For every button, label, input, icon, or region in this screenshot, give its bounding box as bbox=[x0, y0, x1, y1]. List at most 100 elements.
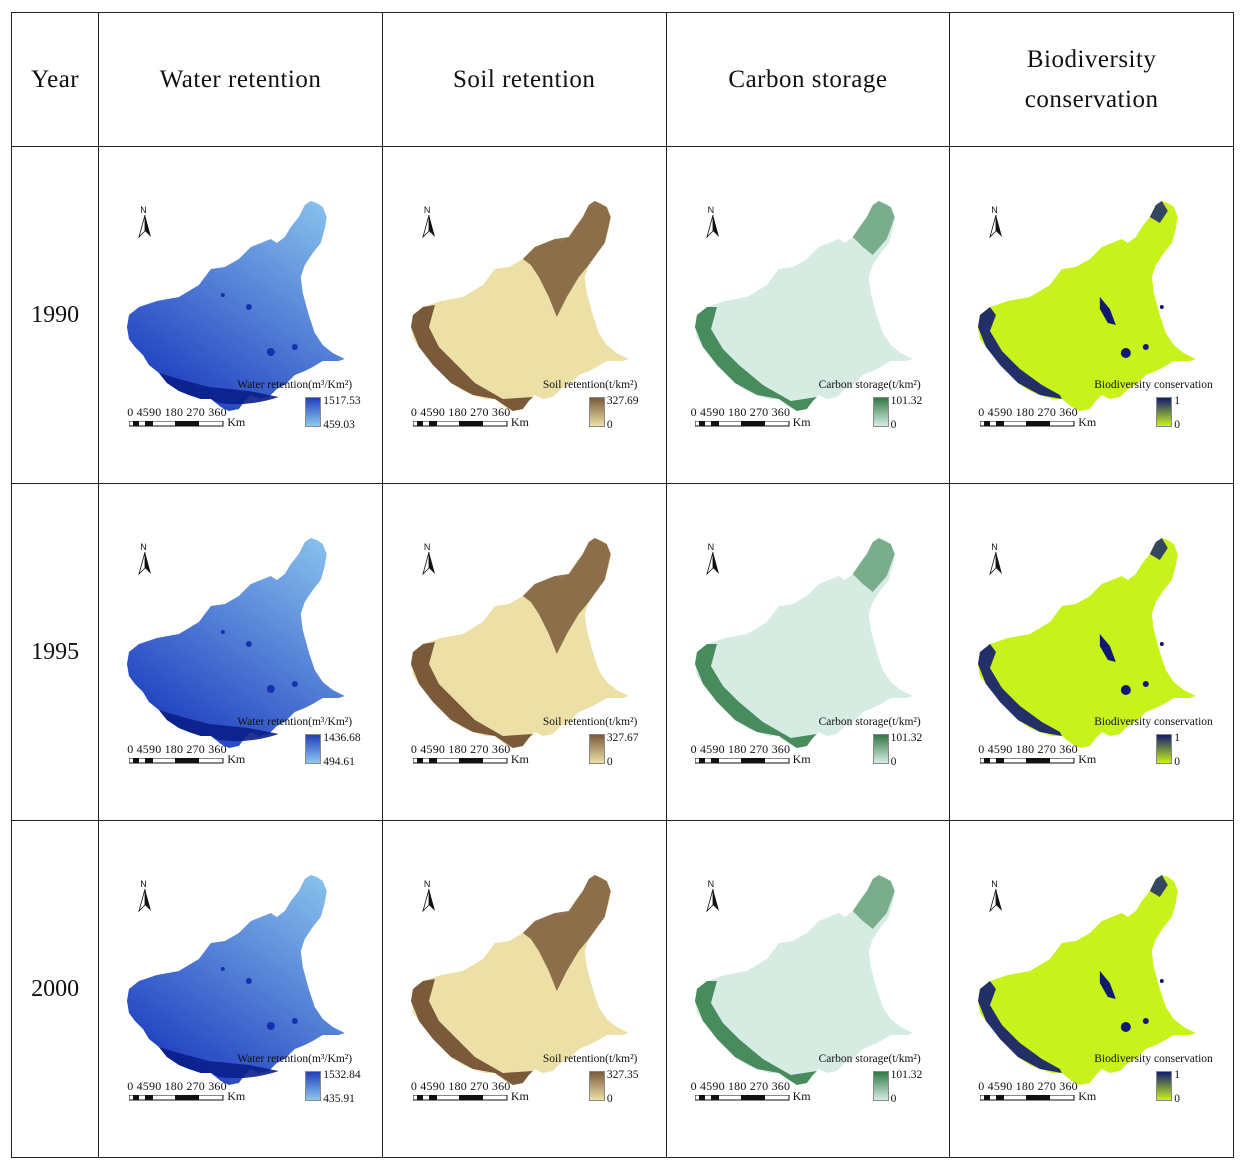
scale-numbers: 0 4590 180 270 360 bbox=[127, 405, 227, 419]
carbon-map-cell: N Carbon storage(t/km²) 101.32 0 0 4590 180 … bbox=[665, 146, 951, 484]
legend-colorbar bbox=[872, 397, 889, 427]
legend-max: 101.32 bbox=[890, 395, 923, 407]
north-arrow-icon: N bbox=[421, 542, 437, 578]
legend-colorbar bbox=[588, 1071, 605, 1101]
legend-colorbar bbox=[1156, 734, 1173, 764]
region-shape bbox=[127, 875, 345, 1085]
header-row: Year Water retention Soil retention Carb… bbox=[10, 12, 1234, 147]
scale-bar bbox=[412, 421, 508, 427]
scale-numbers: 0 4590 180 270 360 bbox=[690, 1079, 791, 1093]
legend-title: Carbon storage(t/km²) bbox=[818, 716, 921, 728]
year-cell: 1990 bbox=[10, 146, 100, 484]
legend-min: 435.91 bbox=[323, 1093, 355, 1105]
north-arrow-icon: N bbox=[137, 879, 153, 915]
legend-title: Soil retention(t/km²) bbox=[542, 716, 638, 728]
legend-max: 101.32 bbox=[890, 732, 923, 744]
legend-colorbar bbox=[872, 734, 889, 764]
north-label: N bbox=[423, 542, 431, 552]
north-arrow-icon: N bbox=[421, 205, 437, 241]
scale-bar bbox=[694, 1095, 790, 1101]
water-map-cell: N Water retention(m³/Km²) 1517.53 459.03 0 4… bbox=[98, 146, 383, 484]
scale-bar bbox=[980, 421, 1075, 427]
scale-bar bbox=[980, 758, 1075, 764]
region-shape bbox=[978, 875, 1197, 1085]
legend-min: 0 bbox=[1174, 1093, 1181, 1105]
legend-min: 0 bbox=[1174, 756, 1181, 768]
scale-numbers: 0 4590 180 270 360 bbox=[410, 1079, 511, 1093]
scale-unit: Km bbox=[227, 1089, 246, 1103]
scale-numbers: 0 4590 180 270 360 bbox=[978, 1079, 1078, 1093]
carbon-map bbox=[694, 201, 913, 411]
region-shape bbox=[694, 538, 913, 748]
year-cell: 1995 bbox=[10, 483, 100, 821]
legend-max: 1532.84 bbox=[323, 1069, 361, 1081]
legend-colorbar bbox=[305, 1071, 322, 1101]
north-label: N bbox=[707, 542, 715, 552]
region-shape bbox=[978, 201, 1197, 411]
scale-numbers: 0 4590 180 270 360 bbox=[410, 405, 511, 419]
north-arrow-icon: N bbox=[988, 205, 1004, 241]
scale-unit: Km bbox=[792, 752, 811, 766]
header-bio-line1: Biodiversity bbox=[1026, 45, 1157, 73]
legend-max: 327.67 bbox=[606, 732, 639, 744]
scale-bar bbox=[980, 1095, 1075, 1101]
legend-min: 0 bbox=[1174, 419, 1181, 431]
water-map bbox=[127, 875, 345, 1085]
year-cell: 2000 bbox=[10, 820, 100, 1158]
scale-unit: Km bbox=[227, 752, 246, 766]
scale-unit: Km bbox=[510, 415, 529, 429]
table-row: 1995 N Water retention(m³/Km²) 1436.68 494.6… bbox=[10, 483, 1234, 821]
north-arrow-icon: N bbox=[137, 542, 153, 578]
soil-map-cell: N Soil retention(t/km²) 327.69 0 0 4590 180 … bbox=[381, 146, 667, 484]
legend-min: 0 bbox=[890, 419, 897, 431]
region-shape bbox=[127, 538, 345, 748]
carbon-map bbox=[694, 538, 913, 748]
header-bio-line2: conservation bbox=[1024, 85, 1159, 113]
legend-max: 1436.68 bbox=[323, 732, 361, 744]
north-label: N bbox=[140, 879, 147, 889]
scale-unit: Km bbox=[1078, 415, 1097, 429]
scale-unit: Km bbox=[792, 1089, 811, 1103]
carbon-map-cell: N Carbon storage(t/km²) 101.32 0 0 4590 180 … bbox=[665, 820, 951, 1158]
scale-bar bbox=[129, 758, 224, 764]
scale-numbers: 0 4590 180 270 360 bbox=[978, 405, 1078, 419]
scale-unit: Km bbox=[510, 1089, 529, 1103]
scale-numbers: 0 4590 180 270 360 bbox=[690, 742, 791, 756]
bio-map-cell: N Biodiversity conservation 1 0 0 4590 180 2… bbox=[949, 483, 1234, 821]
north-label: N bbox=[423, 205, 431, 215]
water-map-cell: N Water retention(m³/Km²) 1436.68 494.61 0 4… bbox=[98, 483, 383, 821]
legend-max: 327.69 bbox=[606, 395, 639, 407]
scale-numbers: 0 4590 180 270 360 bbox=[127, 1079, 227, 1093]
scale-unit: Km bbox=[792, 415, 811, 429]
legend-title: Water retention(m³/Km²) bbox=[237, 716, 353, 728]
scale-unit: Km bbox=[1078, 752, 1097, 766]
header-year: Year bbox=[10, 12, 100, 147]
water-map-cell: N Water retention(m³/Km²) 1532.84 435.91 0 4… bbox=[98, 820, 383, 1158]
scale-numbers: 0 4590 180 270 360 bbox=[978, 742, 1078, 756]
legend-max: 101.32 bbox=[890, 1069, 923, 1081]
scale-bar bbox=[694, 758, 790, 764]
header-soil-retention: Soil retention bbox=[381, 12, 667, 147]
legend-title: Water retention(m³/Km²) bbox=[237, 1053, 353, 1065]
legend-max: 1 bbox=[1174, 732, 1181, 744]
north-arrow-icon: N bbox=[705, 542, 721, 578]
scale-unit: Km bbox=[510, 752, 529, 766]
legend-colorbar bbox=[1156, 397, 1173, 427]
legend-min: 0 bbox=[606, 1093, 613, 1105]
ecosystem-services-table: Year Water retention Soil retention Carb… bbox=[10, 12, 1234, 1158]
carbon-map-cell: N Carbon storage(t/km²) 101.32 0 0 4590 180 … bbox=[665, 483, 951, 821]
scale-unit: Km bbox=[1078, 1089, 1097, 1103]
legend-title: Soil retention(t/km²) bbox=[542, 379, 638, 391]
legend-min: 0 bbox=[890, 756, 897, 768]
region-shape bbox=[694, 201, 913, 411]
legend-min: 0 bbox=[606, 756, 613, 768]
carbon-map bbox=[694, 875, 913, 1085]
header-biodiversity: Biodiversity conservation bbox=[949, 12, 1234, 147]
north-arrow-icon: N bbox=[705, 205, 721, 241]
north-label: N bbox=[707, 879, 715, 889]
header-carbon-storage: Carbon storage bbox=[665, 12, 951, 147]
north-arrow-icon: N bbox=[988, 879, 1004, 915]
legend-colorbar bbox=[588, 734, 605, 764]
legend-max: 327.35 bbox=[606, 1069, 639, 1081]
north-arrow-icon: N bbox=[705, 879, 721, 915]
